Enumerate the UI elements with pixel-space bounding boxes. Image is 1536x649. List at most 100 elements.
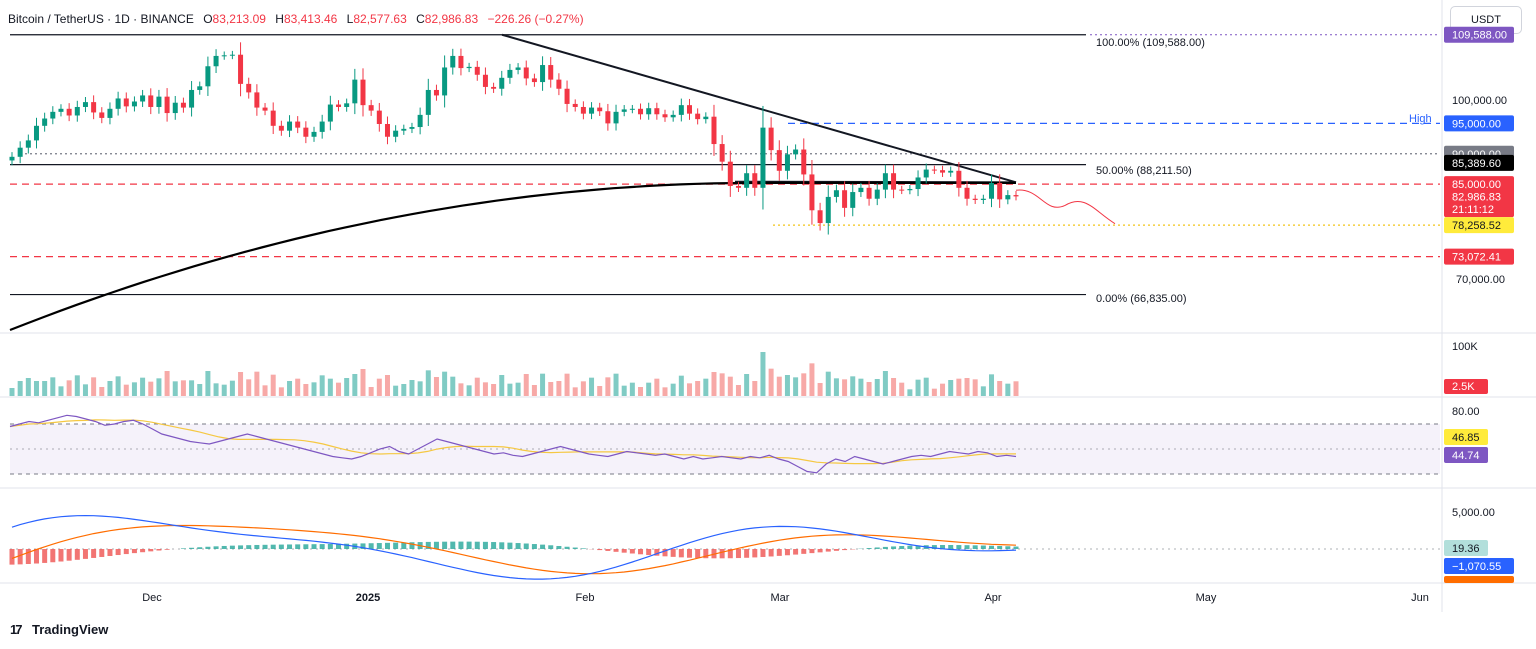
projection-line: [1015, 189, 1116, 225]
macd-hist-bar: [678, 549, 684, 558]
rsi-signal-line: [9, 419, 1016, 465]
candle-body: [262, 107, 268, 111]
candle-body: [711, 116, 717, 145]
candle-body: [66, 108, 72, 116]
macd-hist-bar: [466, 541, 472, 549]
macd-hist-bar: [450, 541, 456, 549]
volume-bar: [597, 386, 603, 396]
candle-body: [556, 79, 562, 89]
volume-bar: [654, 378, 660, 396]
macd-hist-bar: [66, 549, 72, 561]
macd-hist-bar: [817, 549, 823, 553]
volume-bar: [874, 379, 880, 396]
macd-hist-bar: [956, 545, 962, 549]
volume-bar: [458, 383, 464, 396]
macd-hist-bar: [91, 549, 97, 558]
volume-bar: [401, 384, 407, 396]
macd-hist-bar: [972, 545, 978, 549]
candle-body: [384, 123, 390, 137]
candle-body: [654, 108, 660, 115]
volume-bar: [450, 376, 456, 396]
high-label: High: [1409, 113, 1432, 125]
volume-bar: [760, 352, 766, 396]
candle-body: [433, 89, 439, 96]
macd-hist-bar: [238, 545, 244, 549]
symbol-header: Bitcoin / TetherUS · 1D · BINANCE O83,21…: [8, 12, 584, 26]
volume-bars: [9, 352, 1019, 396]
volume-bar: [123, 384, 129, 396]
candle-body: [33, 125, 39, 141]
volume-bar: [360, 369, 366, 396]
candle-body: [801, 149, 807, 175]
candle-body: [376, 110, 382, 124]
macd-hist-bar: [597, 549, 603, 551]
candle-body: [825, 196, 831, 224]
rsi-value-tag: [1444, 447, 1488, 463]
projection-path: [1015, 189, 1116, 225]
macd-hist-bar: [719, 549, 725, 559]
candle-body: [776, 150, 782, 171]
candle-body: [589, 107, 595, 114]
volume-bar: [695, 381, 701, 396]
volume-bar: [254, 371, 260, 396]
candle-body: [74, 106, 80, 116]
volume-bar: [613, 373, 619, 396]
volume-bar: [229, 380, 235, 396]
volume-bar: [744, 374, 750, 396]
open-value: 83,213.09: [212, 12, 266, 26]
macd-hist-bar: [213, 546, 219, 549]
macd-hist-bar: [646, 549, 652, 556]
candle-body: [809, 174, 815, 211]
volume-bar: [25, 378, 31, 396]
volume-bar: [352, 374, 358, 396]
candle-body: [303, 127, 309, 137]
candle-body: [882, 173, 888, 190]
candle-body: [229, 54, 235, 56]
tradingview-logo[interactable]: 17 TradingView: [10, 622, 108, 637]
volume-bar: [629, 382, 635, 396]
macd-hist-bar: [9, 549, 15, 565]
volume-bar: [989, 374, 995, 396]
macd-hist-bar: [727, 549, 733, 559]
volume-bar: [915, 379, 921, 396]
candle-body: [997, 182, 1003, 200]
candle-body: [638, 108, 644, 115]
candle-body: [980, 198, 986, 200]
candle-body: [686, 105, 692, 114]
candle-body: [295, 121, 301, 128]
macd-hist-bar: [760, 549, 766, 557]
volume-last-label: 2.5K: [1452, 381, 1475, 393]
candle-body: [140, 95, 146, 102]
candle-body: [719, 144, 725, 162]
moving-average-line: [9, 181, 1016, 332]
macd-hist-bar: [621, 549, 627, 553]
candle-body: [115, 98, 121, 109]
candles: [9, 42, 1019, 235]
volume-bar: [956, 378, 962, 396]
candle-body: [458, 55, 464, 69]
candle-body: [629, 108, 635, 110]
macd-hist-bar: [99, 549, 105, 557]
volume-bar: [319, 375, 325, 396]
macd-hist-bar: [744, 549, 750, 558]
volume-bar: [580, 381, 586, 396]
macd-hist-bar: [695, 549, 701, 559]
symbol-title[interactable]: Bitcoin / TetherUS · 1D · BINANCE: [8, 12, 194, 26]
volume-bar: [115, 376, 121, 396]
price-tag: [1444, 115, 1514, 132]
volume-bar: [425, 370, 431, 396]
volume-bar: [940, 383, 946, 396]
volume-bar: [703, 378, 709, 396]
candle-body: [393, 130, 399, 137]
candle-body: [107, 108, 113, 118]
candle-body: [17, 147, 23, 157]
macd-hist-bar: [148, 549, 154, 552]
macd-hist-bar: [189, 547, 195, 549]
macd-hist-bar: [891, 546, 897, 549]
volume-bar: [727, 376, 733, 396]
macd-hist-bar: [931, 545, 937, 549]
time-axis-label: Apr: [984, 592, 1001, 604]
macd-hist-bar: [842, 549, 848, 551]
candle-body: [466, 66, 472, 69]
